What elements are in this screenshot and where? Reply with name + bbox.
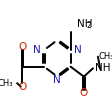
Text: O: O (18, 42, 27, 52)
Text: NH: NH (77, 19, 93, 29)
Text: O: O (80, 88, 88, 98)
Text: O: O (18, 82, 27, 92)
Text: CH₃: CH₃ (99, 52, 112, 61)
Text: N: N (33, 45, 41, 55)
Text: N: N (53, 75, 61, 85)
Text: NH: NH (95, 63, 111, 73)
Text: 2: 2 (87, 21, 92, 30)
Text: N: N (74, 45, 82, 55)
Text: CH₃: CH₃ (0, 79, 13, 88)
